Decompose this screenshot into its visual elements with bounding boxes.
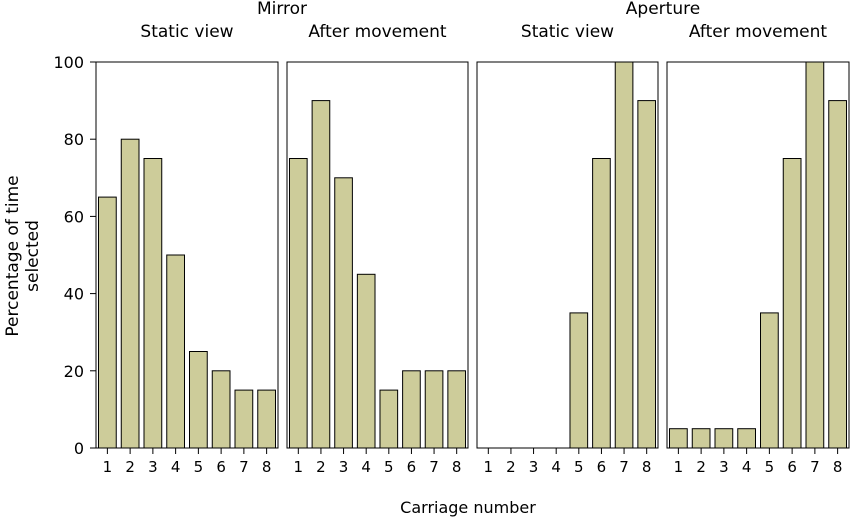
x-tick-label: 3 [719,458,729,476]
bar [714,428,734,449]
bar [166,254,185,449]
bar [189,351,208,449]
bar [669,428,688,449]
y-tick-label: 40 [64,285,84,304]
panel-frame [95,61,279,449]
panel-title: After movement [689,22,828,42]
panel-frames [95,61,850,449]
bar [569,312,589,449]
x-tick-label: 2 [125,458,135,476]
x-tick-label: 2 [696,458,706,476]
group-label: Mirror [257,0,307,19]
x-tick-label: 7 [810,458,820,476]
x-tick-label: 5 [574,458,584,476]
panel-frame [286,61,469,449]
panel-title: Static view [140,22,233,42]
bar [760,312,779,449]
x-tick-label: 7 [429,458,439,476]
bar [637,100,657,449]
bar [120,138,140,449]
y-tick-label: 20 [64,362,84,381]
x-tick-label: 6 [787,458,797,476]
x-tick-label: 6 [216,458,226,476]
panel-titles: Static view After movement Static view Afte… [140,0,827,42]
x-tick-label: 8 [262,458,272,476]
x-tick-label: 7 [619,458,629,476]
x-axis-label: Carriage number [400,498,536,517]
x-tick-label: 2 [506,458,516,476]
x-tick-label: 1 [294,458,304,476]
bar [691,428,711,449]
bar [98,196,117,449]
y-tick-label: 80 [64,130,84,149]
x-tick-label: 1 [674,458,684,476]
bar [379,389,399,449]
bar [828,100,847,449]
bar [356,273,376,449]
y-axis: 0 20 40 60 80 100 [53,53,96,458]
x-tick-label: 3 [148,458,158,476]
x-tick-label: 2 [316,458,326,476]
x-tick-label: 3 [529,458,539,476]
x-tick-label: 4 [742,458,752,476]
bar [402,370,421,449]
x-tick-label: 5 [384,458,394,476]
x-tick-label: 8 [452,458,462,476]
bar [782,158,802,449]
x-tick-label: 6 [407,458,417,476]
x-tick-label: 1 [103,458,113,476]
bar [211,370,231,449]
bar [614,61,634,449]
bar-marks [98,61,847,449]
y-axis-label: Percentage of time [3,175,23,336]
x-tick-label: 8 [833,458,843,476]
bar [592,158,611,449]
bar [257,389,276,449]
bar [805,61,825,449]
x-tick-label: 3 [339,458,349,476]
x-tick-label: 8 [642,458,652,476]
panel-title: After movement [308,22,447,42]
x-tick-label: 4 [171,458,181,476]
x-tick-label: 4 [361,458,371,476]
x-tick-label: 5 [765,458,775,476]
y-axis-label-line-2: selected [23,220,43,292]
x-tick-label: 7 [239,458,249,476]
bar [334,177,353,449]
y-tick-label: 0 [74,439,84,458]
x-tick-label: 5 [194,458,204,476]
panel-frame [666,61,850,449]
panel-title: Static view [521,22,614,42]
x-tick-label: 4 [551,458,561,476]
y-tick-label: 100 [53,53,84,72]
group-label: Aperture [626,0,700,19]
bar [424,370,444,449]
bar [288,158,308,449]
x-tick-label: 6 [597,458,607,476]
panel-frame [476,61,659,449]
y-tick-label: 60 [64,207,84,226]
bar [447,370,467,449]
x-tick-label: 1 [484,458,494,476]
bar [143,158,163,449]
bar [234,389,254,449]
bar [737,428,756,449]
bar [311,100,331,449]
